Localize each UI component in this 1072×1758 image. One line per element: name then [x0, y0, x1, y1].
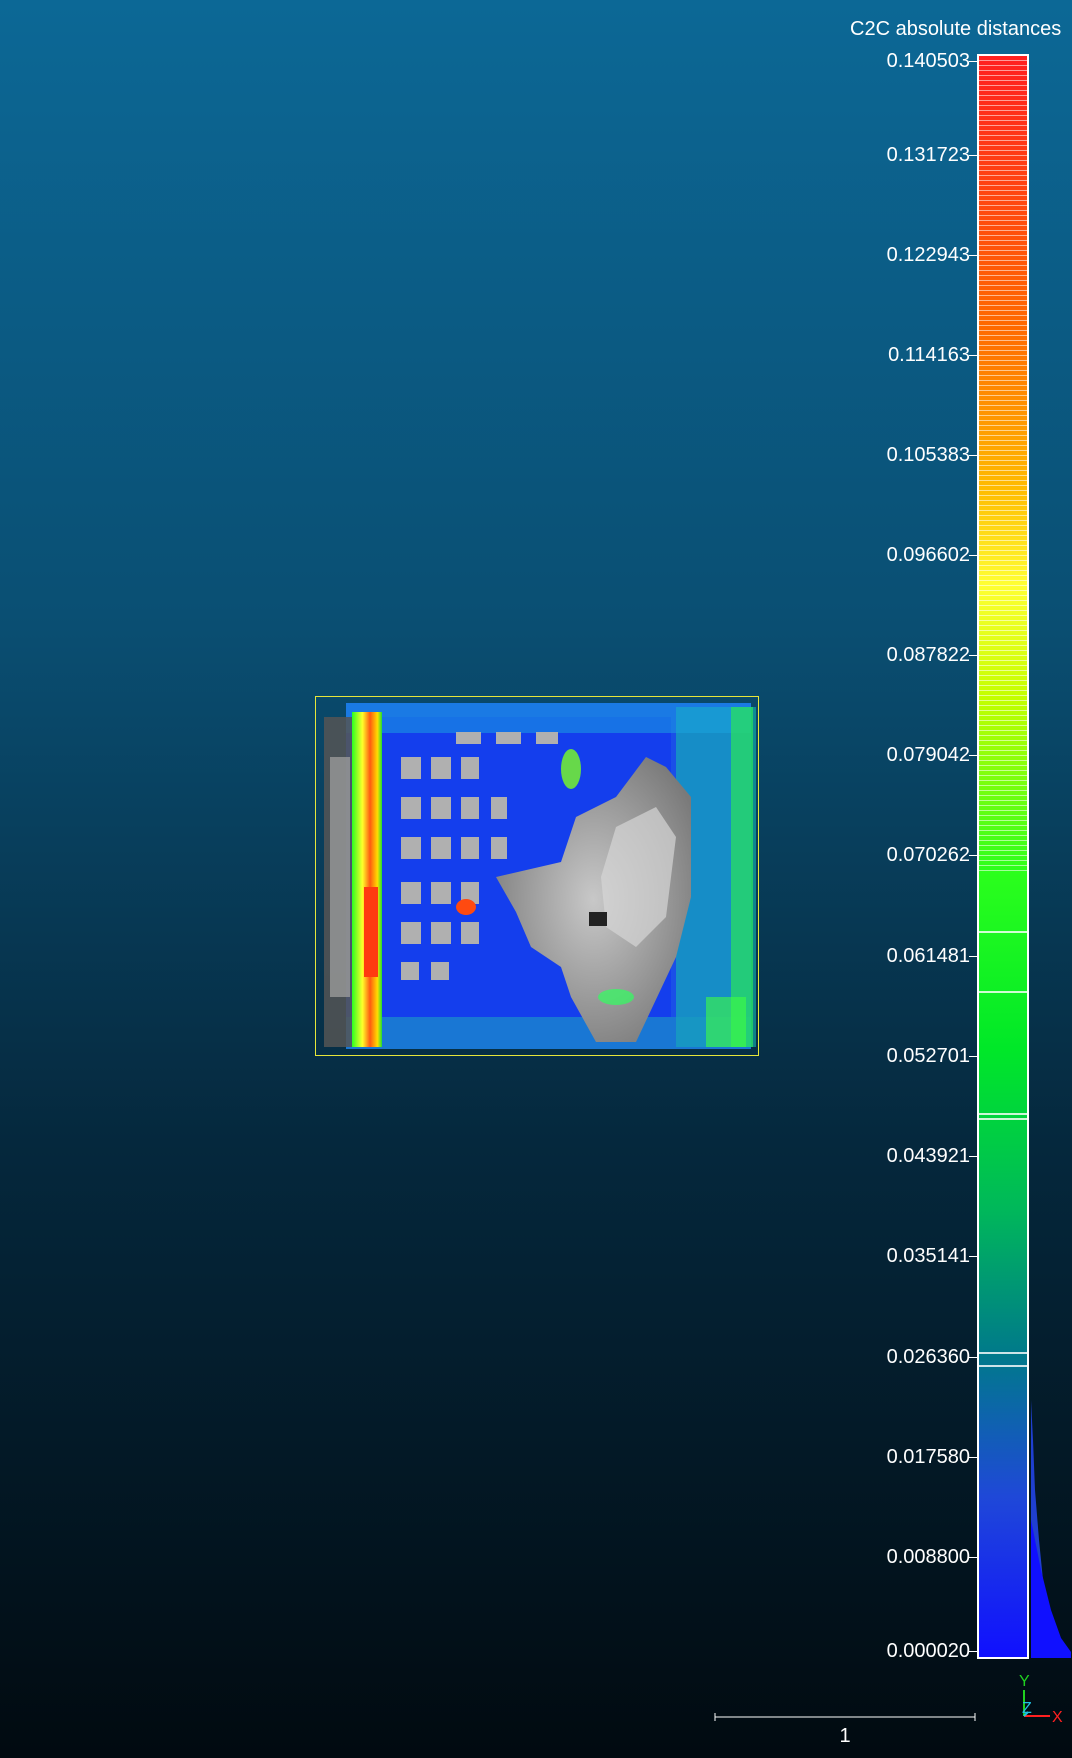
axis-x-label: X [1052, 1709, 1063, 1726]
point-cloud-render[interactable] [316, 697, 758, 1055]
colorscale-tick-mark [969, 1156, 977, 1157]
colorscale-tick-mark [969, 355, 977, 356]
colorscale-tick-label: 0.079042 [886, 744, 970, 766]
colorscale-tick-mark [969, 555, 977, 556]
colorscale-separator [979, 1113, 1027, 1115]
colorscale-separator [979, 991, 1027, 993]
colorscale-tick-label: 0.087822 [886, 644, 970, 666]
colorscale-tick-label: 0.070262 [886, 844, 970, 866]
colorscale-tick-mark [969, 455, 977, 456]
colorscale-tick-label: 0.017580 [886, 1446, 970, 1468]
axis-y-label: Y [1019, 1673, 1030, 1690]
colorscale-tick-label: 0.122943 [886, 244, 970, 266]
axis-orientation-icon: Y Z X [1019, 1673, 1063, 1726]
colorscale-tick-label: 0.026360 [886, 1346, 970, 1368]
colorscale-tick-label: 0.131723 [886, 144, 970, 166]
point-cloud-bounding-box[interactable] [315, 696, 759, 1056]
scale-ruler-label: 1 [839, 1725, 851, 1747]
colorscale-tick-mark [969, 1557, 977, 1558]
axis-z-label: Z [1022, 1700, 1032, 1717]
colorscale-title: C2C absolute distances [850, 18, 1062, 40]
colorscale-separator [979, 931, 1027, 933]
colorscale-tick-label: 0.043921 [886, 1145, 970, 1167]
scale-ruler [714, 1713, 976, 1721]
colorscale-tick-mark [969, 1651, 977, 1652]
colorscale-tick-mark [969, 155, 977, 156]
colorscale-tick-mark [969, 1056, 977, 1057]
colorscale-tick-label: 0.105383 [886, 444, 970, 466]
colorscale-tick-mark [969, 755, 977, 756]
colorscale-tick-mark [969, 61, 977, 62]
colorscale-tick-label: 0.035141 [886, 1245, 970, 1267]
colorscale-tick-mark [969, 855, 977, 856]
colorscale-tick-mark [969, 655, 977, 656]
colorscale-tick-label: 0.140503 [886, 50, 970, 72]
colorscale-tick-mark [969, 255, 977, 256]
colorscale-separator [979, 1118, 1027, 1120]
colorscale-tick-label: 0.114163 [888, 344, 970, 366]
colorscale-tick-label: 0.052701 [886, 1045, 970, 1067]
colorscale-tick-label: 0.008800 [886, 1546, 970, 1568]
colorscale-tick-label: 0.000020 [886, 1640, 970, 1662]
colorscale-bar [977, 54, 1029, 1659]
colorscale-tick-label: 0.061481 [886, 945, 970, 967]
colorscale-tick-mark [969, 1457, 977, 1458]
colorscale-tick-mark [969, 1256, 977, 1257]
colorscale-class-lines [979, 56, 1027, 873]
colorscale-separator [979, 1365, 1027, 1367]
colorscale-tick-mark [969, 1357, 977, 1358]
colorscale-tick-label: 0.096602 [886, 544, 970, 566]
colorscale-separator [979, 1352, 1027, 1354]
colorscale-tick-mark [969, 956, 977, 957]
colorscale-histogram [1031, 1400, 1071, 1658]
